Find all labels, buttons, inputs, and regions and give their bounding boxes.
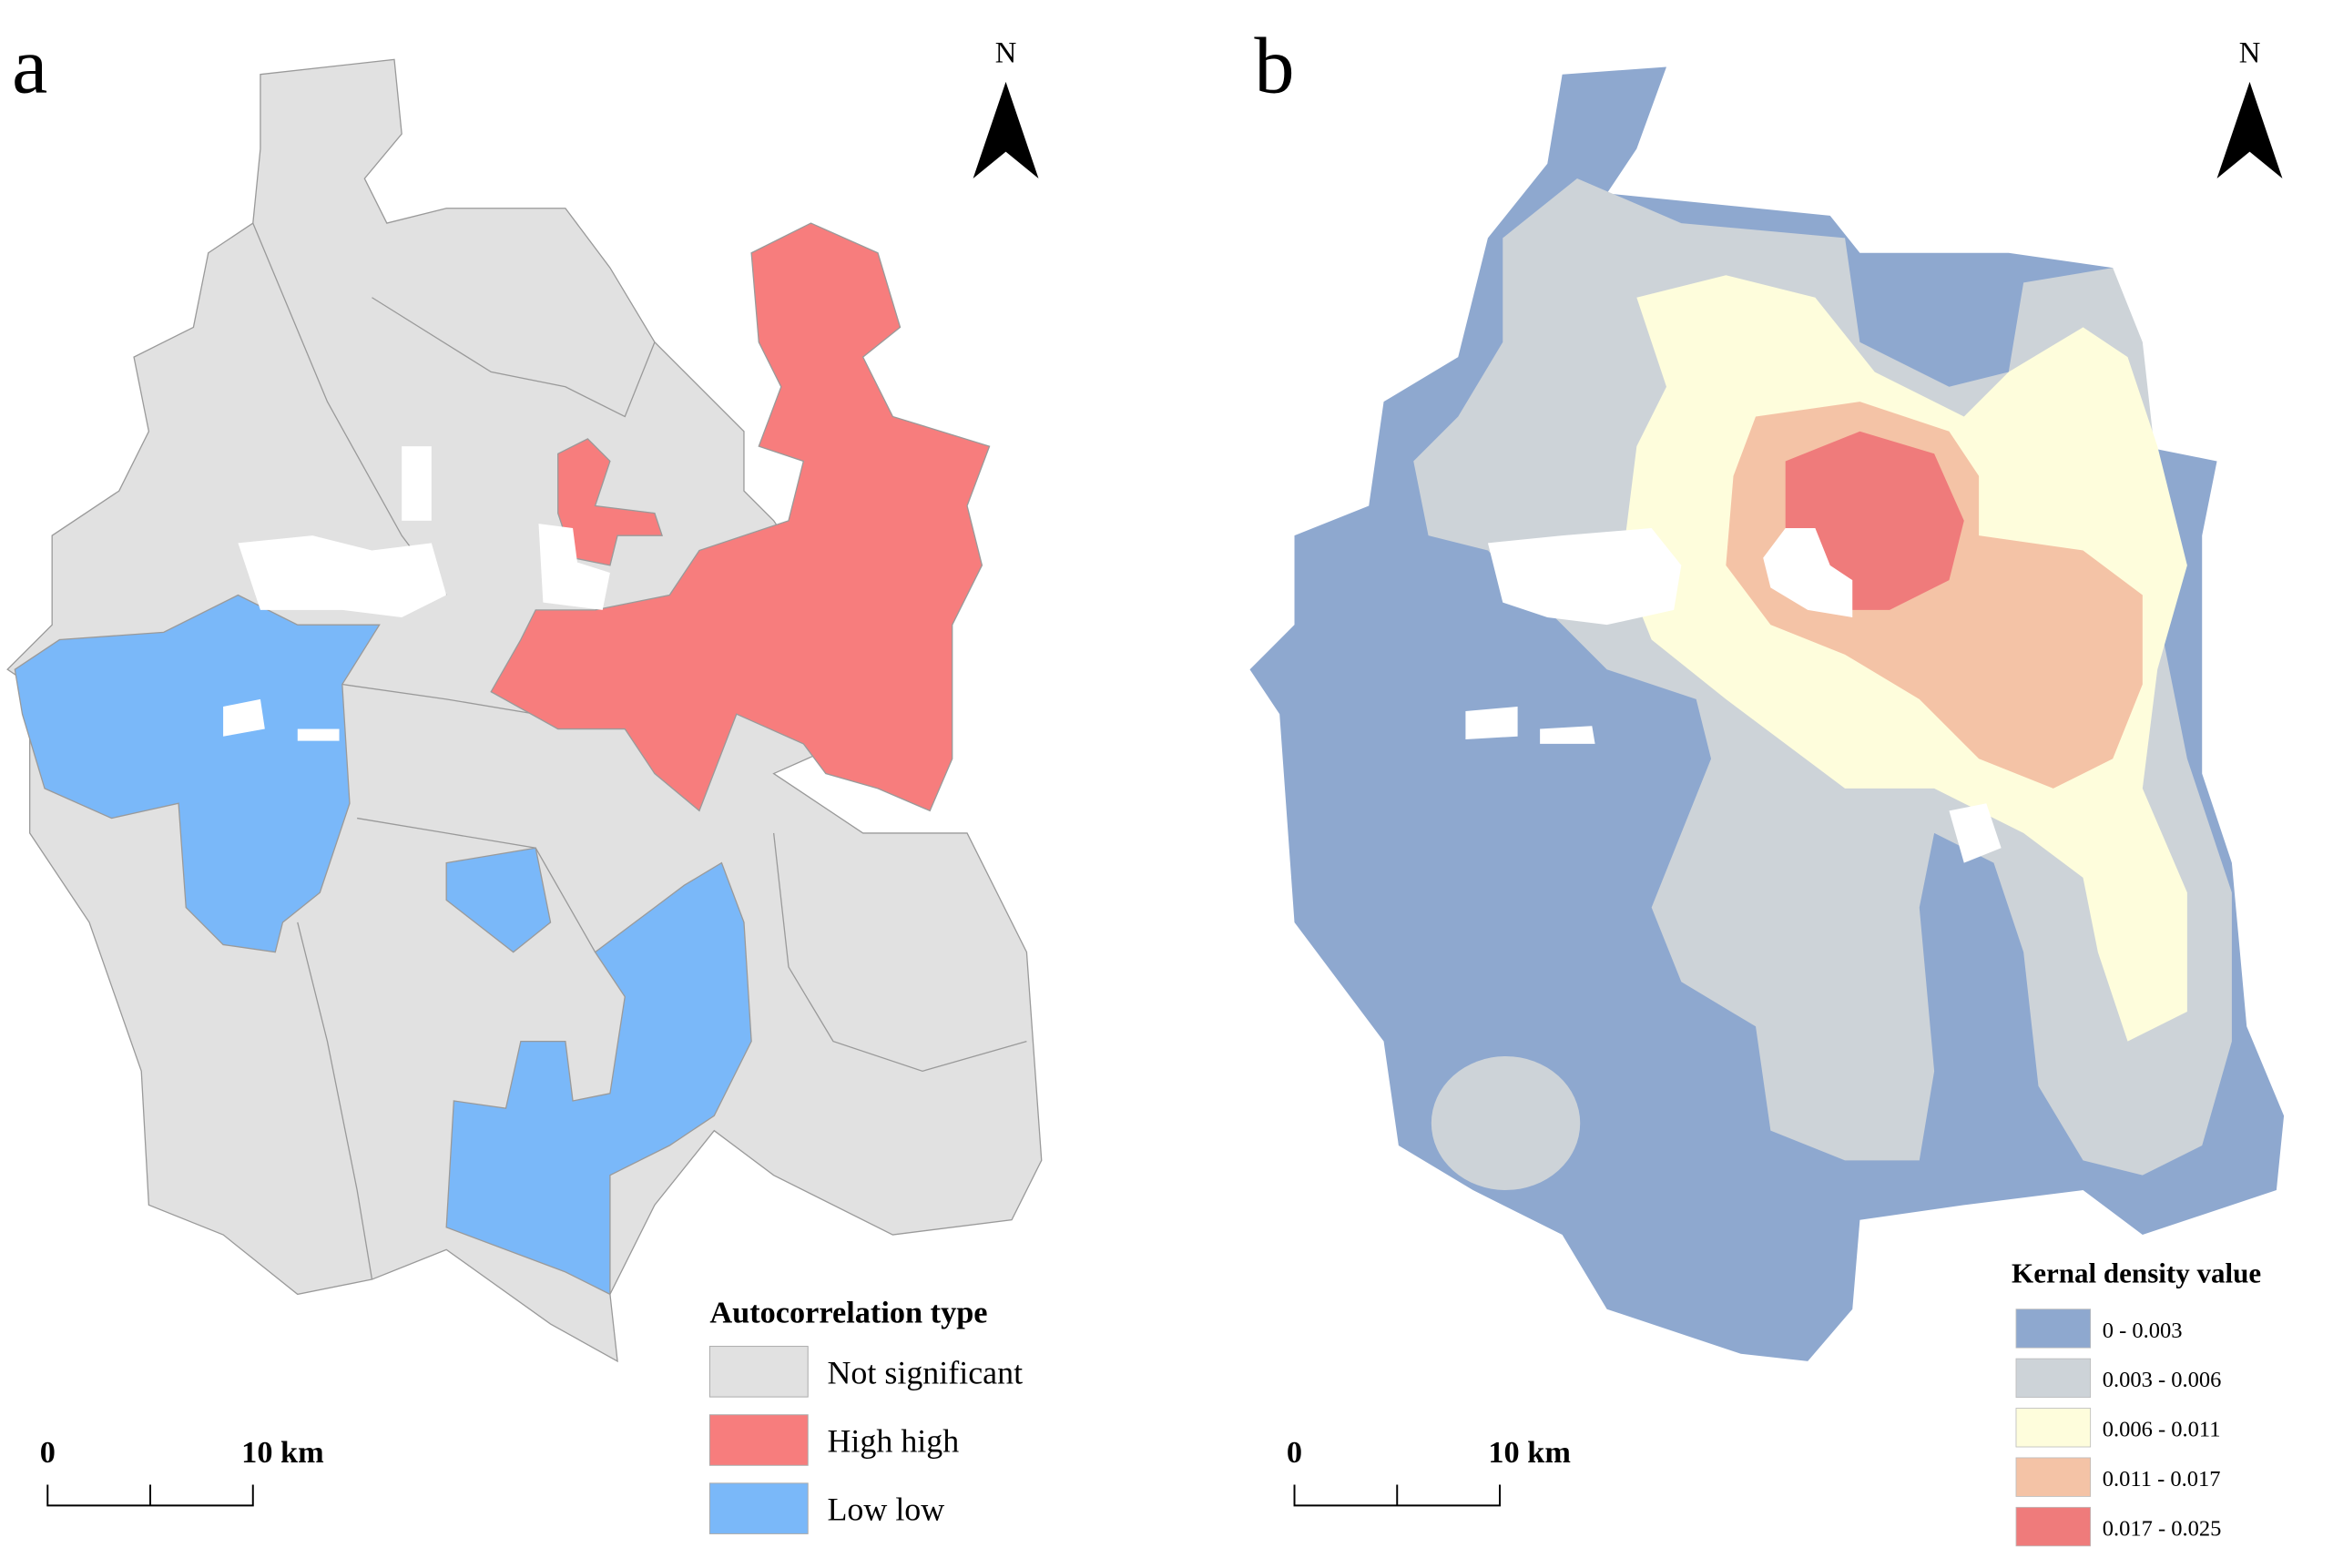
legend-label: Low low [827,1492,944,1528]
region [490,222,991,812]
no-data [297,728,340,741]
legend-title: Autocorrelation type [709,1295,987,1329]
boundary [297,921,373,1280]
panel-label: b [1254,21,1294,110]
no-data [223,698,265,737]
no-data [402,446,432,521]
legend-label: 0.017 - 0.025 [2103,1516,2222,1541]
north-arrow [973,81,1039,179]
legend: 0 - 0.003 0.003 - 0.006 0.006 - 0.011 0.011… [2015,1308,2222,1547]
scale-label: 10 km [241,1435,324,1470]
legend-label: 0.006 - 0.011 [2103,1418,2221,1442]
region [445,847,552,953]
legend-title: Kernal density value [2012,1257,2261,1288]
legend-swatch [708,1346,809,1398]
region [14,594,381,953]
legend-swatch [2015,1358,2092,1399]
legend-swatch [2015,1308,2092,1349]
no-data [1763,527,1853,618]
north-label: N [995,37,1017,70]
no-data [1487,527,1682,626]
no-data [538,524,610,610]
density-zone [1431,1055,1581,1191]
legend-label: Not significant [827,1354,1023,1390]
legend: Not significant High high Low low [708,1346,1023,1534]
boundary [357,817,596,952]
legend-label: High high [827,1423,959,1460]
no-data [238,535,447,618]
no-data [1540,726,1595,744]
scale-bar [46,1484,254,1507]
legend-swatch [2015,1506,2092,1547]
no-data [1949,803,2002,863]
north-arrow [2216,81,2283,179]
legend-swatch [708,1414,809,1466]
scale-bar [1293,1484,1501,1507]
scale-label: 10 km [1488,1435,1571,1470]
boundary [372,297,656,418]
legend-label: 0.003 - 0.006 [2103,1368,2222,1392]
panel-a: a N Autocorrelation type Not significant… [6,21,1043,1534]
legend-swatch [2015,1408,2092,1448]
legend-swatch [708,1482,809,1534]
boundary [772,832,1027,1073]
panel-label: a [12,21,47,110]
no-data [1465,707,1518,739]
legend-label: 0 - 0.003 [2103,1319,2183,1343]
legend-label: 0.011 - 0.017 [2103,1467,2221,1492]
legend-swatch [2015,1457,2092,1497]
scale-label: 0 [1287,1435,1302,1470]
panel-b: b N Kernal density value 0 - 0.003 0.003 … [1249,21,2285,1547]
region [445,861,752,1296]
scale-label: 0 [40,1435,56,1470]
north-label: N [2239,37,2261,70]
